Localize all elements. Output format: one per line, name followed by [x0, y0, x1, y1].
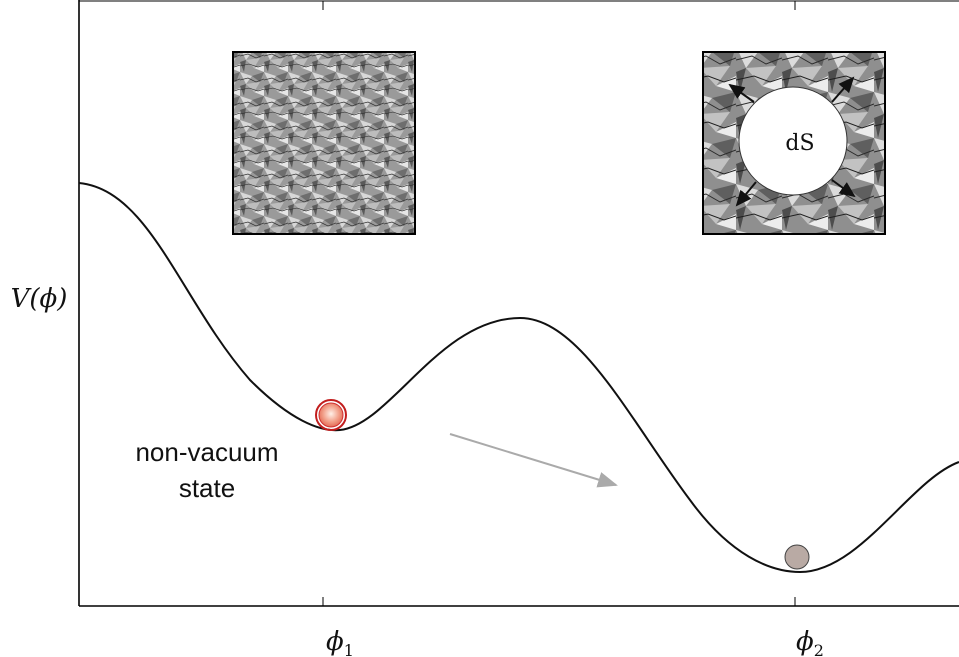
ds-bubble-nucleation-panel: dS: [702, 51, 886, 235]
state-label-line1: non-vacuum: [135, 437, 278, 467]
expansion-arrow-se: [831, 179, 856, 198]
tunneling-arrow: [449, 433, 618, 488]
tick-label-phi1: ϕ1: [326, 627, 354, 657]
expansion-arrow-sw: [735, 181, 757, 207]
potential-curve: [78, 182, 959, 574]
true-vacuum-ball: [784, 544, 810, 570]
plot-frame: [78, 0, 959, 607]
false-vacuum-ball: [315, 399, 347, 431]
ds-bubble: [738, 86, 848, 196]
false-vacuum-texture-panel: [232, 51, 416, 235]
tick-marks: [322, 1, 796, 606]
state-label-line2: state: [179, 473, 235, 503]
y-axis-label: V(ϕ): [11, 284, 68, 314]
tick-label-phi2: ϕ2: [796, 627, 824, 657]
expansion-arrow-ne: [831, 76, 855, 103]
bubble-label: dS: [785, 131, 814, 156]
expansion-arrow-nw: [728, 83, 755, 103]
